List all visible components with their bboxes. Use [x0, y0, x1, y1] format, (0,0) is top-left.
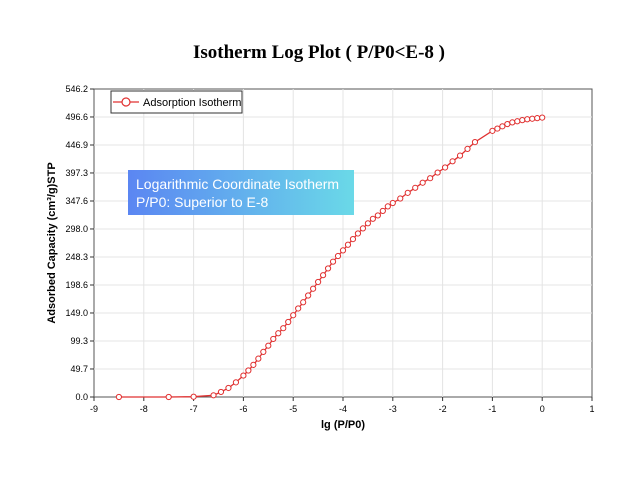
- chart-title: Isotherm Log Plot ( P/P0<E-8 ): [193, 42, 445, 63]
- y-tick-label: 248.3: [65, 252, 88, 262]
- data-point: [354, 230, 362, 237]
- data-point: [285, 318, 292, 326]
- data-point: [255, 355, 262, 362]
- x-tick-label: -2: [439, 404, 447, 414]
- data-point: [464, 145, 471, 152]
- data-point: [165, 393, 172, 401]
- data-point: [280, 325, 287, 332]
- data-point: [369, 215, 376, 222]
- y-tick-label: 49.7: [70, 364, 88, 374]
- data-point: [419, 179, 426, 186]
- data-point: [250, 361, 257, 368]
- data-point: [344, 241, 352, 248]
- data-point: [349, 236, 357, 243]
- annotation-box: Logarithmic Coordinate Isotherm P/P0: Su…: [128, 170, 354, 215]
- data-point: [529, 115, 536, 122]
- x-axis-label: lg (P/P0): [321, 419, 365, 431]
- x-tick-label: -7: [190, 404, 198, 414]
- data-point: [449, 158, 456, 165]
- y-tick-label: 0.0: [75, 392, 88, 402]
- data-point: [509, 119, 516, 126]
- data-point: [232, 379, 240, 386]
- data-point: [427, 175, 434, 182]
- data-point: [364, 220, 371, 227]
- data-point: [295, 305, 302, 312]
- data-point: [471, 139, 479, 146]
- data-point: [499, 123, 506, 130]
- data-point: [359, 225, 367, 232]
- data-point: [260, 348, 267, 355]
- y-tick-label: 99.3: [70, 336, 88, 346]
- data-point: [315, 278, 322, 286]
- data-point: [514, 118, 521, 125]
- data-point: [524, 116, 531, 123]
- data-point: [494, 125, 501, 132]
- data-point: [210, 392, 217, 399]
- x-tick-label: -8: [140, 404, 148, 414]
- annotation-line-2: P/P0: Superior to E-8: [136, 194, 269, 210]
- data-point: [115, 393, 123, 401]
- data-point: [539, 114, 546, 121]
- y-tick-label: 149.0: [65, 308, 88, 318]
- y-tick-label: 446.9: [65, 140, 88, 150]
- x-tick-label: -1: [488, 404, 496, 414]
- data-point: [434, 169, 441, 176]
- data-point: [339, 247, 347, 254]
- data-point: [397, 195, 404, 202]
- data-point: [190, 393, 197, 400]
- grid: [94, 89, 592, 397]
- y-axis-label: Adsorbed Capacity (cm³/g)STP: [46, 162, 58, 323]
- data-point: [534, 115, 541, 122]
- data-point: [245, 367, 252, 374]
- data-point: [412, 184, 419, 191]
- legend-box: [110, 90, 243, 114]
- series: [115, 114, 546, 401]
- y-tick-label: 198.6: [65, 280, 88, 290]
- y-tick-label: 496.6: [65, 112, 88, 122]
- x-tick-label: -6: [239, 404, 247, 414]
- data-point: [489, 127, 496, 134]
- data-point: [519, 117, 526, 124]
- data-point: [404, 189, 411, 196]
- data-point: [240, 372, 247, 379]
- data-point: [374, 212, 381, 219]
- x-tick-label: -5: [289, 404, 297, 414]
- data-point: [290, 312, 297, 319]
- data-point: [389, 199, 396, 207]
- data-point: [300, 299, 307, 306]
- data-point: [310, 285, 317, 292]
- y-tick-label: 298.0: [65, 224, 88, 234]
- data-point: [319, 272, 327, 279]
- axis-ticks: -9 -8 -7 -6 -5 -4 -3 -2 -1 0 1 0.0 49.7 99.3 149.0 198.…: [65, 84, 594, 414]
- data-point: [384, 203, 391, 210]
- x-tick-label: 1: [589, 404, 594, 414]
- data-point: [504, 120, 511, 128]
- data-point: [379, 207, 386, 215]
- x-tick-label: -4: [339, 404, 347, 414]
- data-point: [217, 388, 225, 396]
- data-point: [441, 164, 449, 171]
- data-point: [334, 252, 342, 260]
- data-point: [305, 292, 312, 299]
- data-point: [225, 384, 232, 392]
- y-tick-label: 397.3: [65, 168, 88, 178]
- data-point: [270, 335, 277, 343]
- legend-marker: [121, 97, 131, 107]
- x-tick-label: -9: [90, 404, 98, 414]
- y-tick-label: 347.6: [65, 196, 88, 206]
- data-point: [329, 258, 337, 265]
- data-point: [275, 330, 282, 337]
- annotation-line-1: Logarithmic Coordinate Isotherm: [136, 176, 340, 192]
- data-point: [324, 265, 332, 272]
- x-tick-label: 0: [540, 404, 545, 414]
- x-tick-label: -3: [389, 404, 397, 414]
- data-point: [456, 152, 464, 159]
- legend-label: Adsorption Isotherm: [143, 97, 241, 109]
- legend: Adsorption Isotherm: [110, 90, 243, 114]
- data-point: [265, 342, 272, 349]
- y-tick-label: 546.2: [65, 84, 88, 94]
